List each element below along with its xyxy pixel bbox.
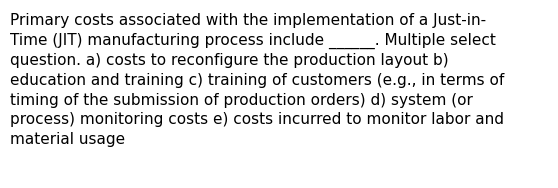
Text: Primary costs associated with the implementation of a Just-in-
Time (JIT) manufa: Primary costs associated with the implem… xyxy=(10,13,504,147)
